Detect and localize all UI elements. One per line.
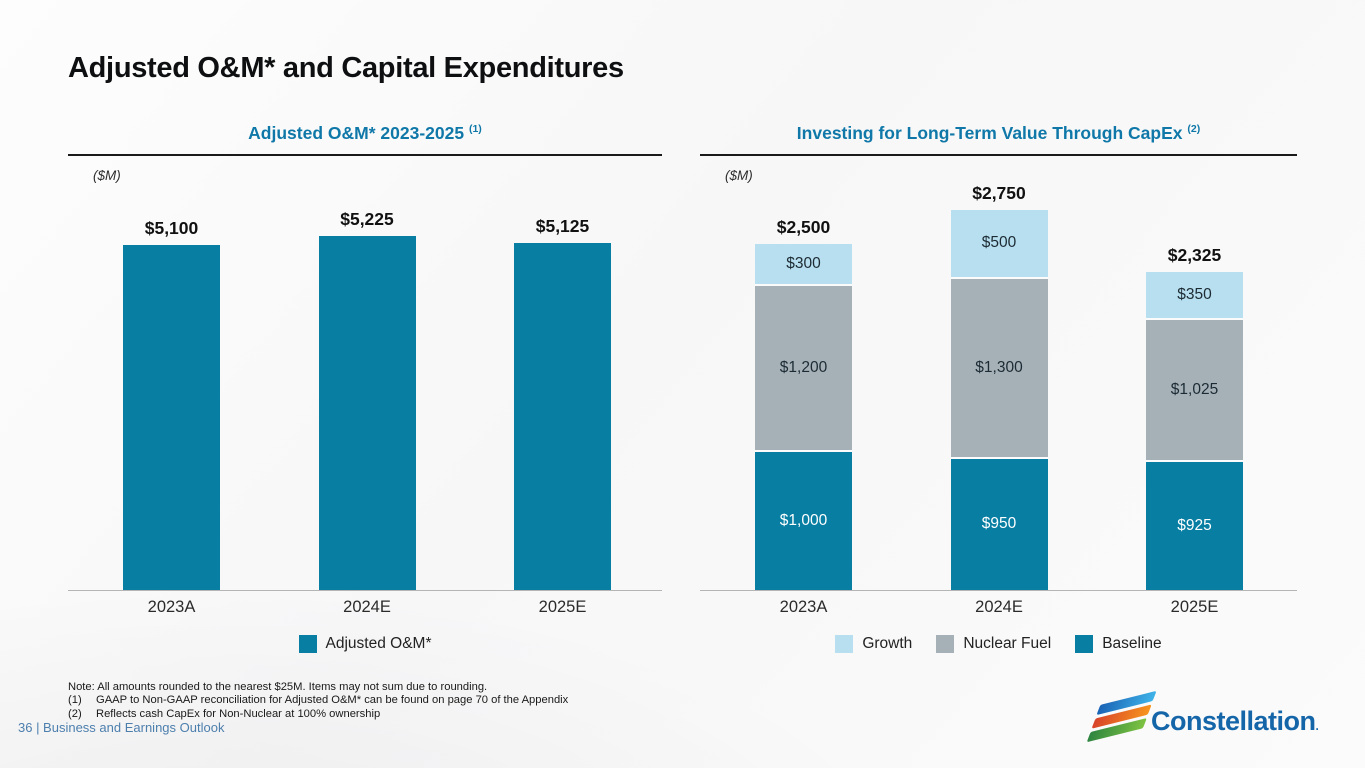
chart-title: Adjusted O&M* 2023-2025 (1) bbox=[68, 123, 662, 144]
segment-value-label: $500 bbox=[981, 234, 1017, 252]
footnote-row: Note: All amounts rounded to the nearest… bbox=[68, 681, 568, 694]
bar-value-label: $5,225 bbox=[340, 209, 394, 230]
capex-chart-panel: Investing for Long-Term Value Through Ca… bbox=[700, 118, 1297, 683]
bar-value-label: $5,125 bbox=[535, 216, 590, 237]
units-label: ($M) bbox=[725, 168, 753, 183]
bar-total-label: $2,750 bbox=[972, 182, 1026, 203]
bar-2024E bbox=[318, 236, 416, 590]
segment-value-label: $950 bbox=[981, 515, 1017, 533]
units-label: ($M) bbox=[93, 168, 121, 183]
title-underline bbox=[68, 154, 662, 156]
constellation-wordmark: Constellation. bbox=[1151, 706, 1319, 736]
footnote-marker: (2) bbox=[68, 707, 82, 720]
footnote-text: Reflects cash CapEx for Non-Nuclear at 1… bbox=[96, 707, 381, 720]
legend-swatch-icon bbox=[1075, 635, 1094, 653]
constellation-logo: Constellation. bbox=[1085, 690, 1345, 750]
legend-label: Growth bbox=[862, 635, 913, 652]
legend-item-growth: Growth bbox=[835, 635, 912, 653]
segment-value-label: $925 bbox=[1177, 517, 1212, 535]
x-axis-tick-label: 2025E bbox=[1170, 598, 1219, 616]
legend-item-adjusted-o-m-: Adjusted O&M* bbox=[298, 635, 432, 653]
footnotes: Note: All amounts rounded to the nearest… bbox=[68, 681, 568, 721]
bar-2025E bbox=[514, 243, 611, 590]
x-axis-tick-label: 2024E bbox=[343, 598, 391, 616]
segment-nuclear-fuel: $1,200 bbox=[755, 285, 852, 452]
bar-value-label: $5,100 bbox=[144, 217, 199, 238]
x-axis-line bbox=[68, 590, 662, 591]
segment-growth: $350 bbox=[1146, 271, 1243, 321]
logo-dot: . bbox=[1315, 719, 1319, 733]
segment-baseline: $925 bbox=[1146, 462, 1243, 590]
segment-nuclear-fuel: $1,300 bbox=[950, 278, 1048, 459]
segment-value-label: $350 bbox=[1177, 286, 1212, 304]
x-axis-tick-label: 2023A bbox=[147, 598, 196, 616]
bar-total-label: $2,500 bbox=[776, 217, 831, 238]
segment-baseline: $950 bbox=[950, 458, 1048, 590]
legend-item-baseline: Baseline bbox=[1075, 635, 1162, 653]
footnote-ref-1: (1) bbox=[468, 123, 482, 136]
footnote-row: (2) Reflects cash CapEx for Non-Nuclear a… bbox=[68, 708, 568, 721]
legend: Adjusted O&M* bbox=[68, 635, 662, 653]
legend-label: Baseline bbox=[1102, 635, 1162, 652]
legend: Growth Nuclear Fuel Baseline bbox=[700, 635, 1297, 653]
legend-swatch-icon bbox=[936, 635, 955, 653]
legend-label: Adjusted O&M* bbox=[325, 635, 432, 652]
x-axis-tick-label: 2025E bbox=[538, 598, 587, 616]
x-axis-line bbox=[700, 590, 1297, 591]
segment-baseline: $1,000 bbox=[755, 451, 852, 590]
x-axis-tick-label: 2024E bbox=[975, 598, 1023, 616]
bar-total-label: $2,325 bbox=[1167, 244, 1222, 265]
x-axis-tick-label: 2023A bbox=[779, 598, 828, 616]
segment-value-label: $1,300 bbox=[975, 358, 1023, 376]
footnote-text: GAAP to Non-GAAP reconciliation for Adju… bbox=[96, 694, 569, 707]
segment-nuclear-fuel: $1,025 bbox=[1146, 320, 1243, 463]
adjusted-om-chart-panel: Adjusted O&M* 2023-2025 (1) ($M) $5,100 $… bbox=[68, 118, 662, 683]
footnote-ref-2: (2) bbox=[1187, 123, 1201, 136]
legend-item-nuclear-fuel: Nuclear Fuel bbox=[936, 635, 1051, 653]
footnote-row: (1) GAAP to Non-GAAP reconciliation for A… bbox=[68, 694, 568, 707]
segment-value-label: $300 bbox=[786, 254, 821, 272]
chart-title: Investing for Long-Term Value Through Ca… bbox=[700, 123, 1297, 144]
legend-label: Nuclear Fuel bbox=[963, 635, 1052, 652]
bar-2023A bbox=[123, 244, 220, 590]
page-number-label: 36 | Business and Earnings Outlook bbox=[18, 720, 225, 735]
footnote-text: Note: All amounts rounded to the nearest… bbox=[68, 681, 488, 693]
page-title: Adjusted O&M* and Capital Expenditures bbox=[68, 52, 624, 84]
legend-swatch-icon bbox=[298, 635, 317, 653]
chart-title-text: Investing for Long-Term Value Through Ca… bbox=[796, 123, 1183, 143]
chart-title-text: Adjusted O&M* 2023-2025 bbox=[248, 123, 465, 143]
segment-growth: $300 bbox=[755, 244, 852, 286]
legend-swatch-icon bbox=[835, 635, 854, 653]
segment-growth: $500 bbox=[950, 209, 1048, 279]
segment-value-label: $1,025 bbox=[1170, 381, 1219, 399]
footnote-marker: (1) bbox=[68, 694, 82, 707]
title-underline bbox=[700, 154, 1297, 156]
segment-value-label: $1,200 bbox=[779, 358, 828, 376]
segment-value-label: $1,000 bbox=[779, 511, 828, 529]
